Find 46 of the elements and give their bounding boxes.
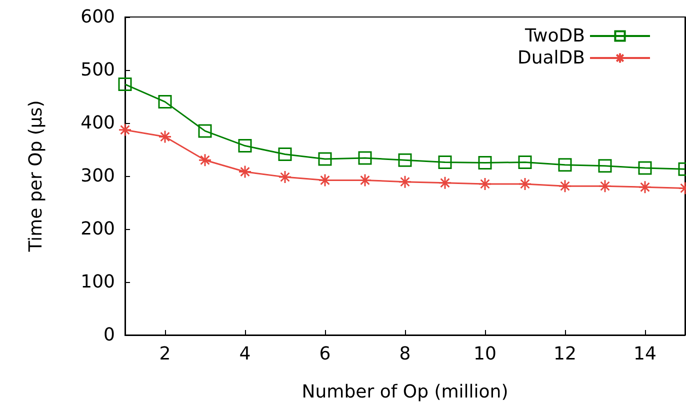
point: [238, 165, 252, 179]
point: [318, 152, 332, 166]
x-tick-label: 2: [159, 344, 171, 364]
y-tick-label: 300: [80, 166, 115, 186]
point: [478, 177, 492, 191]
x-tick-label: 6: [319, 344, 331, 364]
point: [438, 155, 452, 169]
point: [278, 170, 292, 184]
x-axis-title: Number of Op (million): [302, 382, 508, 402]
point: [318, 173, 332, 187]
point: [358, 151, 372, 165]
x-tick-label: 12: [554, 344, 576, 364]
point: [438, 176, 452, 190]
point: [518, 177, 532, 191]
x-tick-label: 10: [474, 344, 496, 364]
point: [398, 153, 412, 167]
y-tick-label: 500: [80, 60, 115, 80]
x-tick-label: 8: [399, 344, 411, 364]
x-tick-label: 4: [239, 344, 251, 364]
point: [558, 158, 572, 172]
point: [638, 161, 652, 175]
x-tick-label: 14: [634, 344, 656, 364]
point: [398, 175, 412, 189]
point: [278, 148, 292, 162]
point: [158, 130, 172, 144]
point: [238, 139, 252, 153]
point: [118, 123, 132, 137]
point: [638, 180, 652, 194]
point: [598, 159, 612, 173]
point: [558, 179, 572, 193]
y-axis-title: Time per Op (µs): [26, 100, 46, 253]
point: [198, 153, 212, 167]
point: [198, 124, 212, 138]
y-tick-label: 0: [104, 324, 115, 346]
legend-label: TwoDB: [524, 26, 585, 46]
point: [598, 179, 612, 193]
point: [118, 78, 132, 92]
point: [478, 156, 492, 170]
y-tick-label: 600: [80, 6, 115, 28]
legend-label: DualDB: [517, 48, 585, 68]
point: [518, 155, 532, 169]
y-tick-label: 200: [80, 218, 115, 240]
y-tick-label: 100: [80, 272, 115, 292]
point: [158, 95, 172, 109]
y-tick-label: 400: [80, 112, 115, 134]
point: [358, 173, 372, 187]
